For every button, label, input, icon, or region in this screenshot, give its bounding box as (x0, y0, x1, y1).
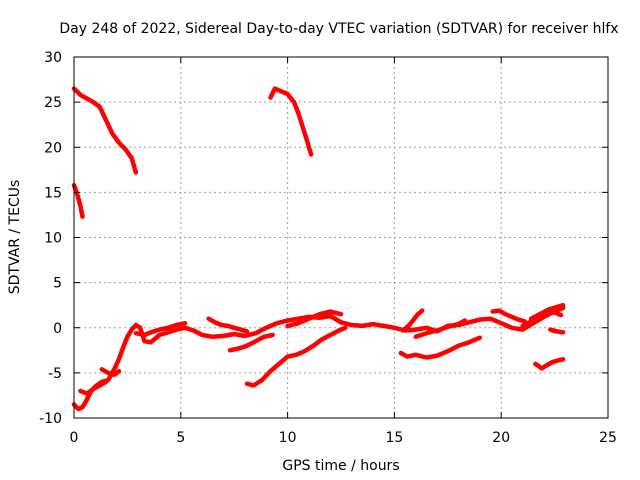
chart-title: Day 248 of 2022, Sidereal Day-to-day VTE… (59, 21, 618, 37)
series-arc-11 (285, 309, 344, 329)
y-tick-label: 30 (44, 50, 62, 66)
series-arc-9 (227, 332, 275, 353)
y-axis-label: SDTVAR / TECUs (7, 180, 23, 295)
series-arc-7 (133, 320, 188, 338)
y-tick-label: 0 (53, 321, 62, 337)
tick-labels: 0 5 10 15 20 25 -10 -5 0 5 10 15 20 25 30 (39, 50, 617, 446)
x-tick-label: 20 (492, 430, 510, 446)
x-tick-label: 15 (385, 430, 403, 446)
x-tick-label: 25 (599, 430, 617, 446)
y-tick-label: 15 (44, 185, 62, 201)
series-arc-2 (71, 182, 85, 219)
series-arc-18 (548, 327, 566, 335)
series-arc-4 (71, 305, 566, 412)
series-arc-15 (490, 308, 527, 324)
series-arc-17 (520, 310, 564, 329)
y-tick-label: 20 (44, 140, 62, 156)
series-arc-19 (533, 357, 566, 371)
series-arc-1 (71, 86, 139, 175)
x-tick-label: 0 (70, 430, 79, 446)
series-arc-16 (528, 302, 566, 321)
x-tick-label: 5 (176, 430, 185, 446)
x-axis-label: GPS time / hours (282, 458, 399, 474)
y-tick-label: -5 (48, 366, 62, 382)
y-tick-label: -10 (39, 411, 62, 427)
series-arc-5 (78, 379, 109, 396)
y-tick-label: 25 (44, 95, 62, 111)
y-tick-label: 10 (44, 231, 62, 247)
series-arc-13 (400, 308, 425, 333)
series-arc-6 (99, 367, 122, 377)
series-arc-12 (398, 335, 483, 360)
series-arc-10 (244, 325, 348, 388)
x-tick-label: 10 (279, 430, 297, 446)
series-arc-8 (206, 316, 250, 334)
series-arc-14 (413, 318, 468, 340)
axis-ticks (73, 56, 609, 419)
data-series (71, 86, 566, 412)
y-tick-label: 5 (53, 276, 62, 292)
series-arc-3 (268, 86, 314, 157)
